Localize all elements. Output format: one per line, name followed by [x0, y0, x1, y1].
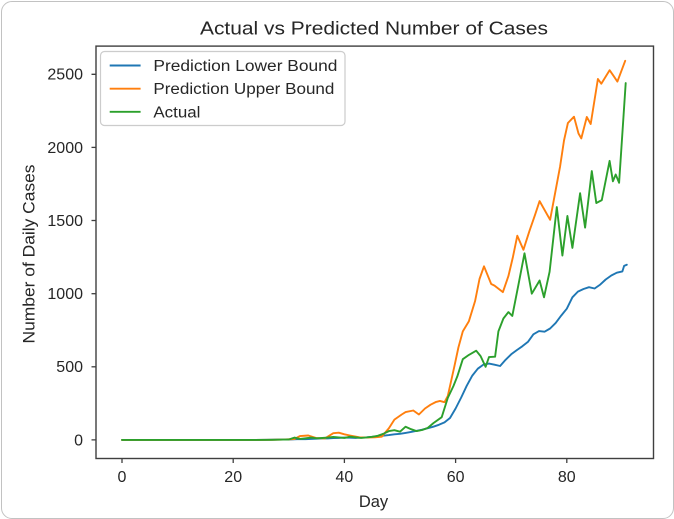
svg-text:Prediction Upper Bound: Prediction Upper Bound: [153, 81, 334, 98]
svg-text:Number of Daily Cases: Number of Daily Cases: [20, 164, 38, 343]
svg-text:500: 500: [56, 359, 83, 376]
svg-text:0: 0: [117, 469, 126, 486]
svg-text:Day: Day: [358, 493, 388, 511]
svg-text:Prediction Lower Bound: Prediction Lower Bound: [153, 58, 337, 75]
svg-text:0: 0: [74, 432, 83, 449]
svg-text:80: 80: [557, 469, 575, 486]
svg-text:40: 40: [335, 469, 353, 486]
svg-text:2000: 2000: [47, 139, 83, 156]
svg-text:Actual: Actual: [153, 104, 200, 121]
svg-text:Actual vs Predicted Number of: Actual vs Predicted Number of Cases: [200, 18, 548, 38]
svg-text:1000: 1000: [47, 286, 83, 303]
svg-text:2500: 2500: [47, 66, 83, 83]
svg-text:60: 60: [446, 469, 464, 486]
svg-text:20: 20: [224, 469, 242, 486]
svg-text:1500: 1500: [47, 212, 83, 229]
